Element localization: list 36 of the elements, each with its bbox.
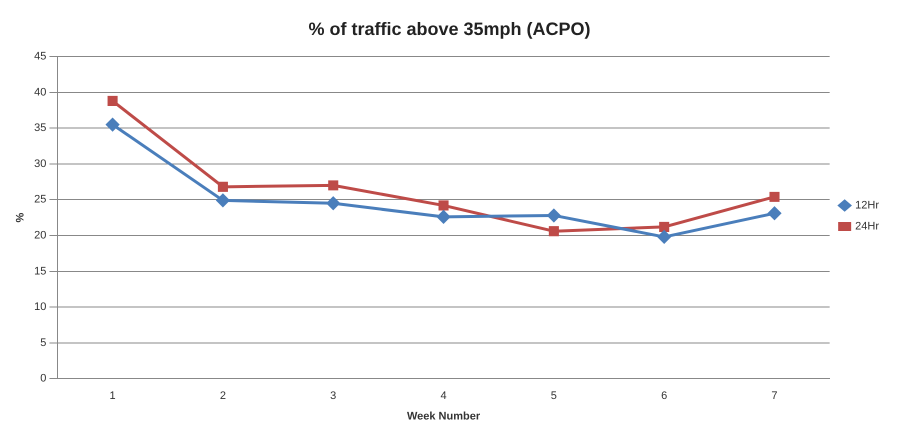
x-tick-label: 2 [220,390,226,402]
legend-label: 12Hr [855,200,880,212]
point [437,210,450,224]
point [659,222,670,232]
x-tick-label: 6 [661,390,668,402]
y-tick-label: 25 [34,194,46,206]
y-tick-label: 30 [34,158,46,170]
y-tick-label: 45 [34,50,46,63]
chart-title: % of traffic above 35mph (ACPO) [308,18,591,39]
point [218,182,228,192]
y-tick-label: 10 [34,301,46,314]
point [106,118,120,132]
x-tick-label: 5 [550,390,557,402]
y-tick-label: 35 [34,122,46,134]
point [328,180,338,190]
y-tick-label: 0 [40,372,46,385]
y-axis-title: % [14,212,27,222]
y-tick-label: 15 [34,265,46,278]
point [438,200,449,210]
point [216,194,230,207]
x-axis-title: Week Number [406,410,481,422]
x-tick-label: 3 [330,390,336,402]
y-tick-label: 5 [40,336,46,349]
y-tick-label: 40 [34,86,46,98]
legend-label: 24Hr [855,220,880,233]
point [547,208,560,222]
x-tick-label: 7 [771,390,778,402]
point [326,196,340,210]
point [769,192,780,202]
y-tick-label: 20 [34,230,46,242]
point [658,230,671,244]
point [548,226,559,236]
x-tick-label: 4 [440,390,447,402]
point [108,96,118,106]
x-tick-label: 1 [110,390,116,402]
point [768,206,781,220]
